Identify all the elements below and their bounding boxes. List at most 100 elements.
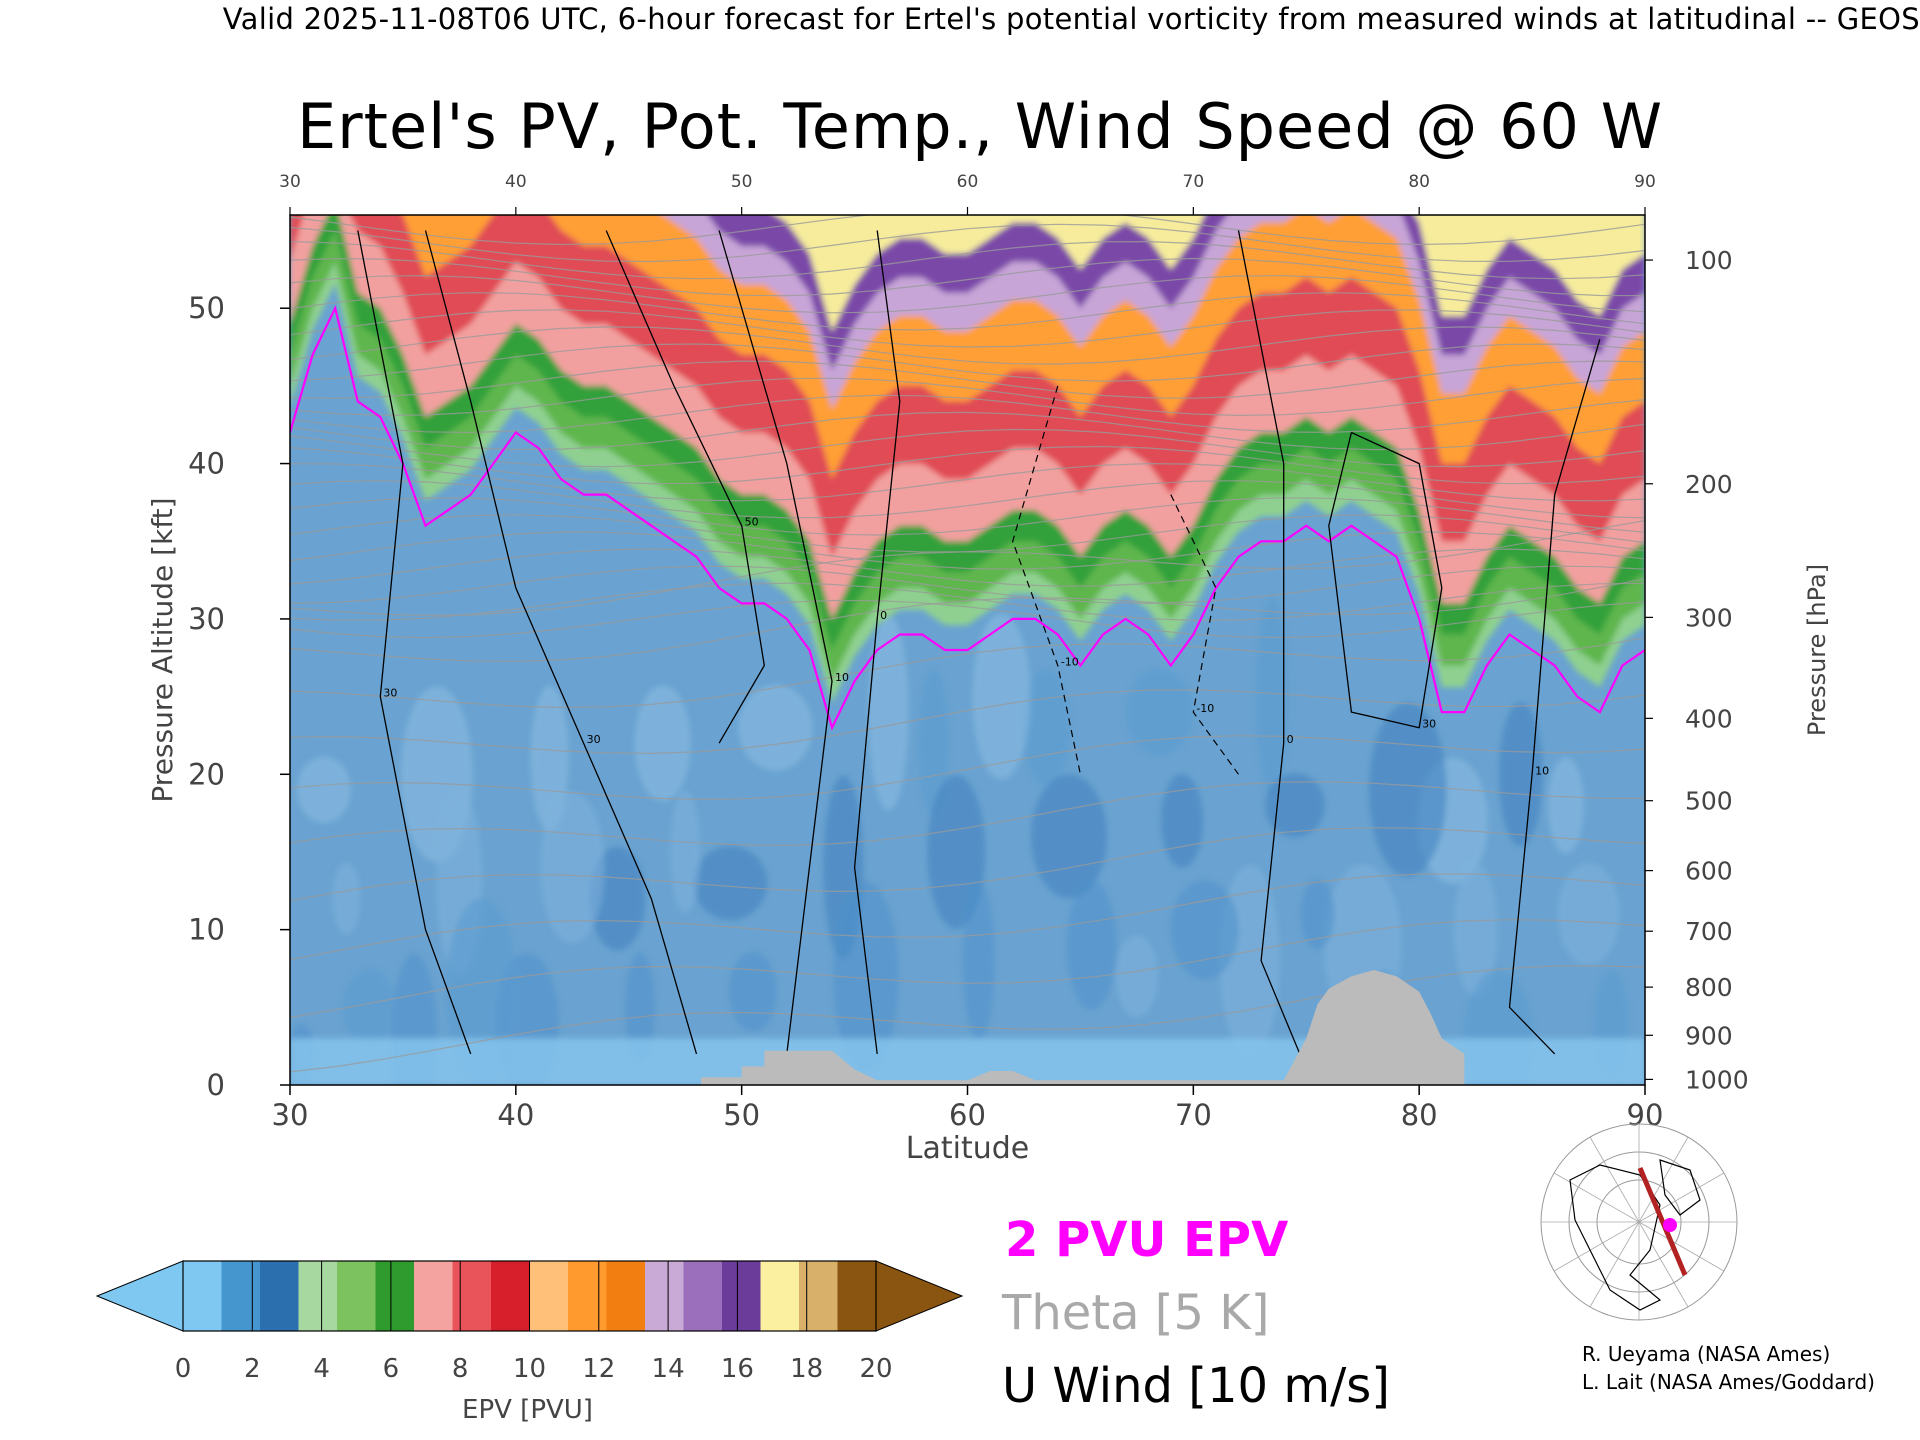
troposphere-shading (1115, 935, 1158, 1018)
colorbar-swatch (722, 1261, 762, 1331)
theta-isentrope (290, 223, 1645, 263)
theta-isentrope (290, 215, 1645, 246)
theta-isentrope (290, 873, 1645, 961)
troposphere-shading (927, 774, 986, 929)
contour-label: -10 (1196, 702, 1214, 715)
troposphere-shading (1547, 757, 1584, 854)
theta-isentrope (290, 480, 1645, 519)
colorbar-tick-label: 6 (383, 1354, 400, 1384)
theta-isentrope (290, 497, 1645, 536)
theta-isentrope (290, 274, 1645, 314)
contour-label: 30 (587, 733, 601, 746)
plot-area: 30 30 50 10 0 0 30 10 -10 -10 (290, 215, 1645, 1085)
colorbar-swatch (337, 1261, 377, 1331)
colorbar-swatch (645, 1261, 685, 1331)
x-tick-label-bottom: 30 (272, 1098, 309, 1132)
colorbar-swatch (221, 1261, 261, 1331)
theta-isentrope (290, 637, 1645, 709)
inset-map-meridian (1638, 1172, 1725, 1223)
x-tick-label-top: 60 (957, 172, 979, 192)
u-wind-contour-negative (1012, 385, 1081, 775)
troposphere-shading (296, 756, 351, 823)
inset-map-meridian (1553, 1221, 1640, 1272)
pressure-tick-label: 200 (1685, 470, 1733, 499)
contour-label: 0 (880, 609, 887, 622)
pressure-tick-label: 700 (1685, 917, 1733, 946)
colorbar-tick-label: 12 (582, 1354, 615, 1384)
inset-map-meridian (1638, 1221, 1689, 1308)
theta-isentrope (290, 689, 1645, 755)
colorbar-label: EPV [PVU] (462, 1395, 593, 1425)
troposphere-shading (832, 881, 899, 1072)
u-wind-contour (424, 230, 698, 1055)
header-text: Valid 2025-11-08T06 UTC, 6-hour forecast… (222, 2, 1920, 36)
contour-label: 10 (835, 671, 849, 684)
troposphere-shading (1498, 702, 1543, 847)
terrain-mask (701, 970, 1465, 1085)
inset-location-marker (1663, 1218, 1677, 1232)
troposphere-shading (962, 880, 995, 1041)
theta-isentrope (290, 309, 1645, 348)
troposphere-shading (530, 685, 569, 832)
y-axis-label-left: Pressure Altitude [kft] (146, 497, 179, 802)
legend-pv-key: 2 PVU EPV (1005, 1212, 1289, 1268)
colorbar-tick-label: 14 (652, 1354, 685, 1384)
credit-line: L. Lait (NASA Ames/Goddard) (1582, 1370, 1875, 1394)
theta-isentrope (290, 462, 1645, 502)
colorbar-swatch (298, 1261, 338, 1331)
theta-isentrope (290, 343, 1645, 382)
theta-isentrope (290, 377, 1645, 417)
pressure-tick-label: 400 (1685, 704, 1733, 733)
chart-title: Ertel's PV, Pot. Temp., Wind Speed @ 60 … (296, 90, 1663, 163)
u-wind-contour (718, 230, 833, 1054)
pressure-tick-label: 300 (1685, 603, 1733, 632)
troposphere-shading (634, 685, 691, 802)
x-tick-label-top: 90 (1634, 172, 1656, 192)
u-wind-contour (853, 230, 901, 1054)
inset-map-meridian (1638, 1221, 1725, 1272)
credit-line: R. Ueyama (NASA Ames) (1582, 1342, 1831, 1366)
troposphere-shading (670, 790, 701, 913)
colorbar-tick-label: 2 (244, 1354, 261, 1384)
theta-isentrope (290, 360, 1645, 399)
u-wind-contour (1328, 431, 1443, 729)
colorbar-high-arrow (875, 1260, 964, 1332)
inset-map-meridian (1553, 1172, 1640, 1223)
theta-isentrope (290, 411, 1645, 451)
troposphere-shading (1255, 597, 1290, 796)
theta-isentrope (290, 578, 1645, 663)
colorbar-swatch (683, 1261, 723, 1331)
troposphere-shading (1557, 863, 1620, 966)
theta-isentrope (290, 240, 1645, 280)
x-tick-label-bottom: 70 (1175, 1098, 1212, 1132)
inset-map-meridian (1638, 1136, 1689, 1223)
x-tick-label-bottom: 90 (1627, 1098, 1664, 1132)
y-tick-label-left: 30 (188, 602, 225, 636)
theta-isentrope (290, 735, 1645, 801)
colorbar-swatch (760, 1261, 800, 1331)
troposphere-shading (1031, 774, 1108, 899)
troposphere-shading (868, 614, 909, 811)
contour-label: 30 (1422, 718, 1436, 731)
contour-label: 10 (1535, 764, 1549, 777)
colorbar-tick-label: 8 (452, 1354, 469, 1384)
troposphere-shading (728, 951, 777, 1032)
theta-isentrope (290, 827, 1645, 902)
y-tick-label-left: 50 (188, 291, 225, 325)
theta-isentrope (290, 965, 1645, 1073)
troposphere-shading (1453, 863, 1498, 996)
u-wind-contour (357, 230, 472, 1055)
pressure-tick-label: 900 (1685, 1021, 1733, 1050)
theta-isentrope (290, 326, 1645, 365)
legend-theta-key: Theta [5 K] (1002, 1285, 1270, 1341)
x-tick-label-top: 30 (279, 172, 301, 192)
contour-label: 30 (383, 687, 397, 700)
epv-band (402, 215, 1645, 480)
colorbar-swatch (799, 1261, 839, 1331)
troposphere-shading (1125, 668, 1194, 757)
troposphere-shading (342, 968, 397, 1047)
u-wind-contour-negative (1170, 494, 1239, 775)
pressure-tick-label: 800 (1685, 973, 1733, 1002)
colorbar-swatch (568, 1261, 608, 1331)
